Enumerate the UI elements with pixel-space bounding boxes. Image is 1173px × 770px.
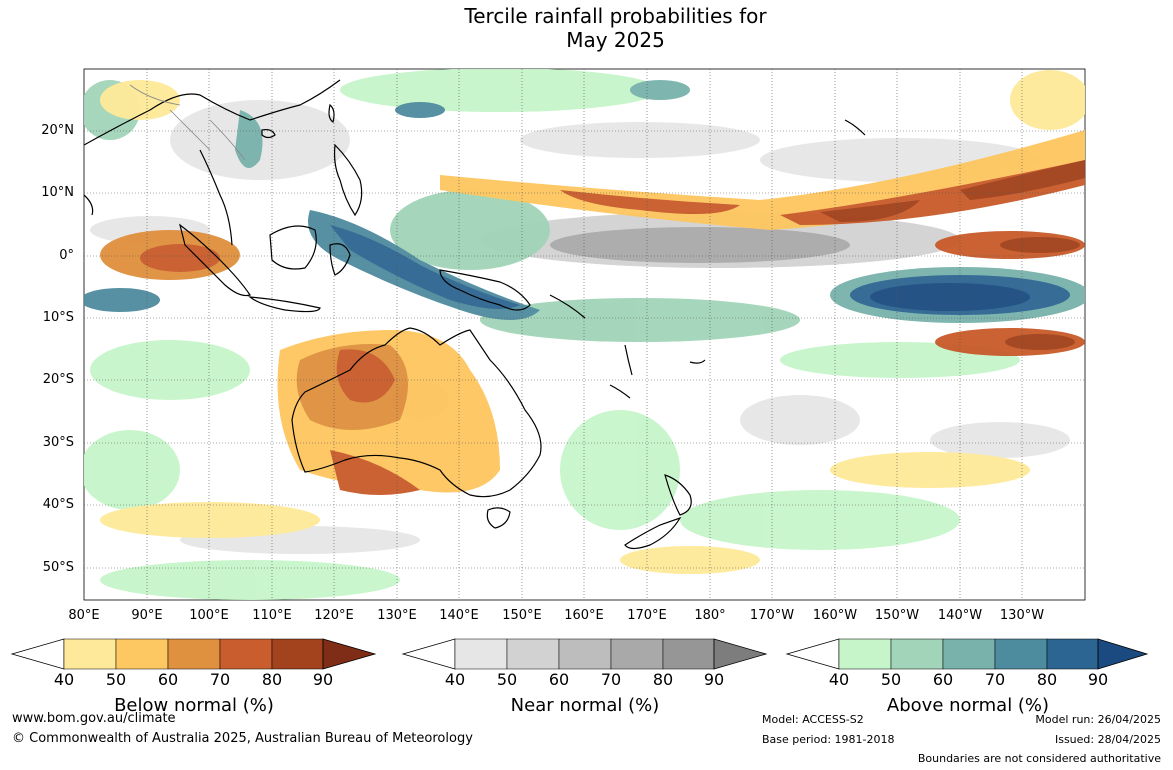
gridlines (84, 69, 1085, 600)
coastline-hawaii (844, 119, 866, 136)
lon-label-170w: 170°W (749, 608, 795, 623)
colorbar-above-normal-swatches (785, 638, 1149, 670)
coastline-philippines (333, 143, 363, 217)
coastline-fiji (689, 359, 706, 364)
lat-label-10n: 10°N (41, 185, 74, 200)
colorbar-above-normal (785, 638, 1155, 670)
lon-label-100e: 100°E (189, 608, 229, 623)
colorbar-near-tick-70: 70 (600, 670, 622, 689)
lat-label-0: 0° (59, 248, 74, 263)
colorbar-below-tick-50: 50 (105, 670, 127, 689)
lat-label-50s: 50°S (42, 560, 74, 575)
coastline-asia-mainland (84, 79, 341, 246)
colorbar-below-tick-60: 60 (157, 670, 179, 689)
footer-copyright: © Commonwealth of Australia 2025, Austra… (12, 731, 473, 746)
footer-issued: Issued: 28/04/2025 (1054, 733, 1161, 746)
colorbar-below-normal-swatches (10, 638, 377, 670)
lat-label-30s: 30°S (42, 435, 74, 450)
lon-label-110e: 110°E (252, 608, 292, 623)
lon-label-150w: 150°W (874, 608, 920, 623)
lat-label-20n: 20°N (41, 123, 74, 138)
colorbar-near-tick-80: 80 (652, 670, 674, 689)
colorbar-above-tick-60: 60 (932, 670, 954, 689)
colorbar-near-tick-60: 60 (548, 670, 570, 689)
lon-label-160w: 160°W (812, 608, 858, 623)
coastlines (84, 79, 866, 550)
coastline-sumatra (179, 223, 251, 297)
colorbar-near-title: Near normal (%) (510, 695, 660, 716)
colorbar-above-tick-40: 40 (828, 670, 850, 689)
coastline-new-zealand-south (624, 516, 682, 550)
colorbar-below-tick-70: 70 (209, 670, 231, 689)
footer-website: www.bom.gov.au/climate (12, 711, 176, 726)
colorbar-above-title: Above normal (%) (886, 695, 1050, 716)
colorbar-near-normal (401, 638, 771, 670)
coastline-java (248, 296, 321, 313)
map-container: 20°N 10°N 0° 10°S 20°S 30°S 40°S 50°S 80… (41, 68, 1086, 623)
colorbar-above-tick-90: 90 (1087, 670, 1109, 689)
lon-label-160e: 160°E (564, 608, 604, 623)
coastline-vanuatu (624, 344, 633, 376)
lon-label-90e: 90°E (131, 608, 163, 623)
lat-label-40s: 40°S (42, 497, 74, 512)
coastline-tasmania (486, 507, 511, 529)
colorbar-below-normal (10, 638, 380, 670)
coastline-solomon-islands (549, 294, 586, 319)
lon-label-170e: 170°E (627, 608, 667, 623)
above-normal-regions (84, 69, 1085, 600)
coastline-hainan (261, 128, 276, 139)
coastline-new-zealand-north (664, 474, 692, 516)
colorbar-below-title: Below normal (%) (114, 695, 274, 716)
below-normal-regions (100, 70, 1085, 574)
colorbar-near-tick-90: 90 (703, 670, 725, 689)
coastline-new-guinea (439, 269, 531, 311)
colorbar-below-tick-80: 80 (261, 670, 283, 689)
map-title-line1: Tercile rainfall probabilities for (464, 4, 767, 28)
footer-disclaimer: Boundaries are not considered authoritat… (917, 752, 1161, 765)
coastline-australia (291, 327, 542, 498)
country-borders (129, 84, 246, 161)
colorbar-above-tick-80: 80 (1036, 670, 1058, 689)
coastline-new-caledonia (609, 384, 631, 399)
coastline-taiwan (328, 103, 335, 123)
colorbar-near-normal-swatches (401, 638, 768, 670)
colorbar-near-tick-40: 40 (444, 670, 466, 689)
map-title: Tercile rainfall probabilities for May 2… (0, 4, 1173, 52)
lon-label-140w: 140°W (937, 608, 983, 623)
footer-base-period: Base period: 1981-2018 (762, 733, 895, 746)
lat-label-20s: 20°S (42, 372, 74, 387)
colorbar-below-tick-40: 40 (53, 670, 75, 689)
coastline-borneo (269, 225, 317, 270)
colorbar-above-tick-70: 70 (984, 670, 1006, 689)
footer-model: Model: ACCESS-S2 (762, 713, 864, 726)
lon-label-130e: 130°E (377, 608, 417, 623)
map-title-line2: May 2025 (566, 28, 665, 52)
colorbar-above-tick-50: 50 (880, 670, 902, 689)
probability-map (83, 68, 1086, 601)
lon-label-120e: 120°E (314, 608, 354, 623)
lon-label-180: 180° (694, 608, 726, 623)
lat-label-10s: 10°S (42, 310, 74, 325)
coastline-sulawesi (329, 243, 351, 276)
colorbar-near-tick-50: 50 (496, 670, 518, 689)
probability-fields (84, 69, 1085, 600)
colorbar-below-tick-90: 90 (312, 670, 334, 689)
lon-label-140e: 140°E (439, 608, 479, 623)
lon-label-130w: 130°W (999, 608, 1045, 623)
lon-label-150e: 150°E (502, 608, 542, 623)
lon-label-80e: 80°E (68, 608, 100, 623)
footer-model-run: Model run: 26/04/2025 (1035, 713, 1161, 726)
